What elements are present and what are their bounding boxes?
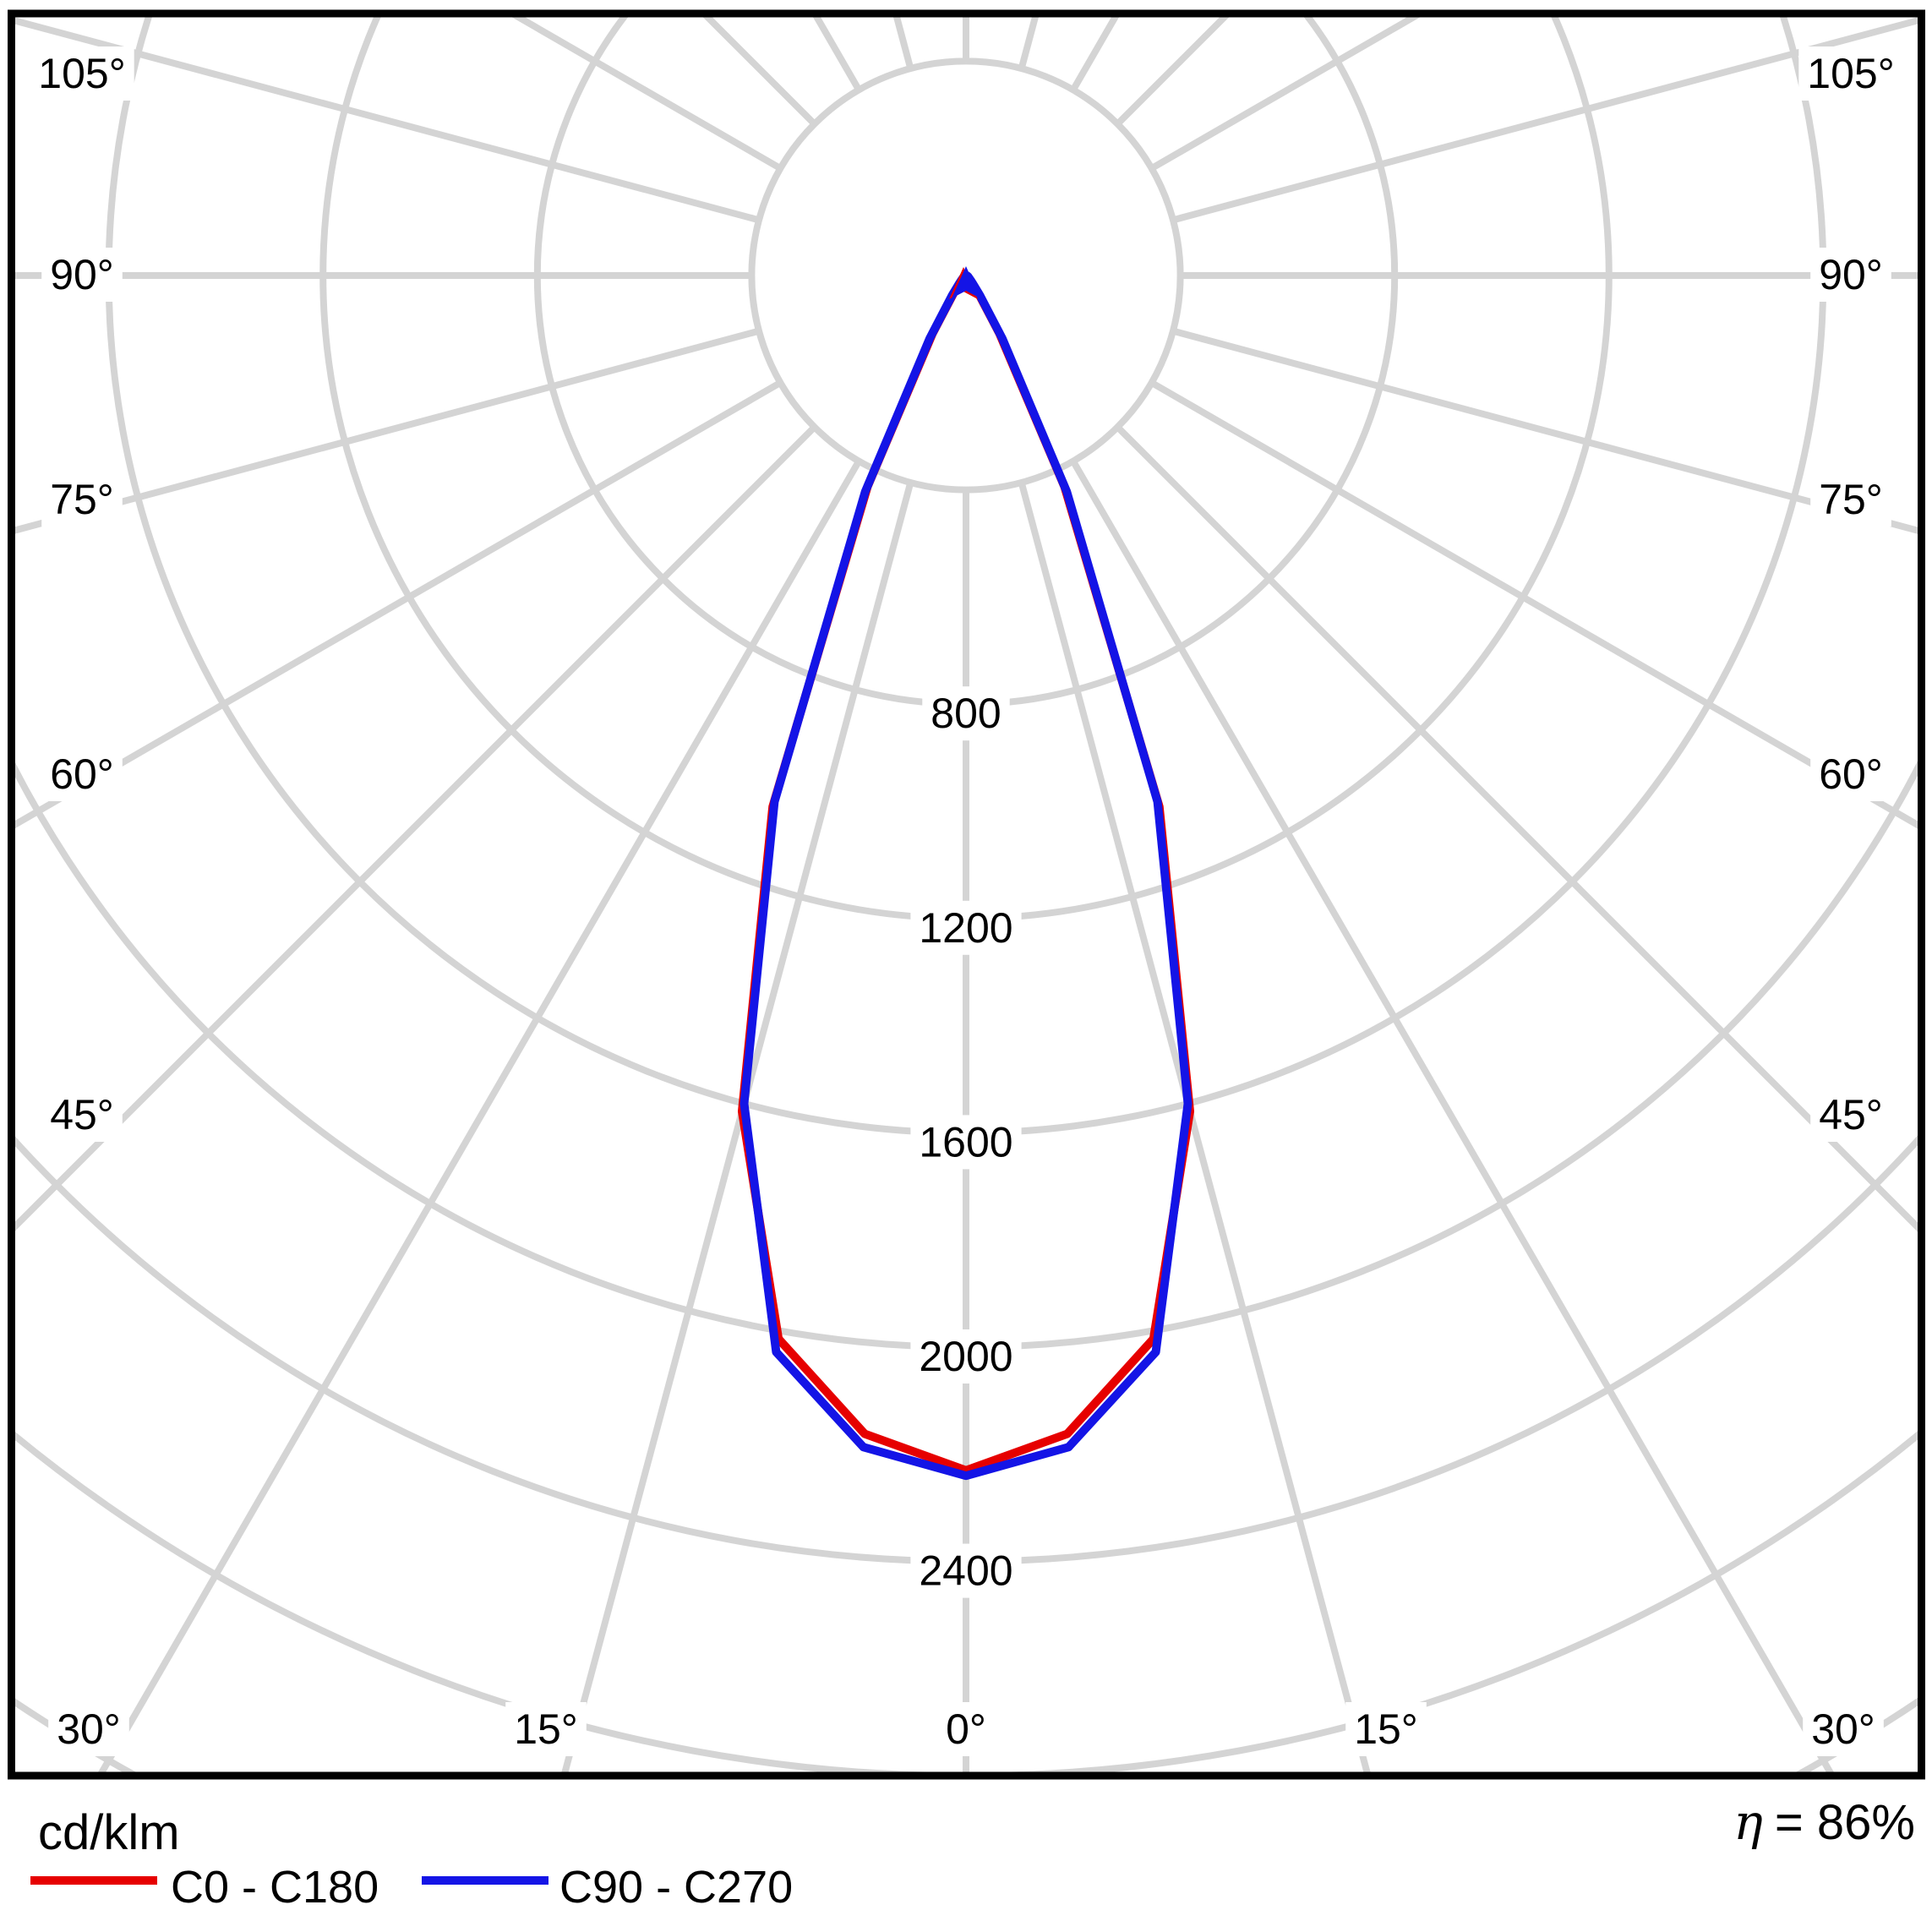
- ray-gridline-45: [1115, 424, 1918, 1233]
- svg-text:90°: 90°: [50, 251, 114, 298]
- ray-gridline-15: [1018, 481, 1371, 1772]
- angle-label-left-75°: 75°: [41, 472, 123, 527]
- svg-text:15°: 15°: [514, 1706, 578, 1753]
- units-label: cd/klm: [38, 1805, 180, 1860]
- ray-gridline-345: [561, 481, 914, 1772]
- angle-label-right-45°: 45°: [1810, 1088, 1891, 1142]
- ray-gridline-120: [1149, 17, 1422, 172]
- angle-label-left-60°: 60°: [41, 747, 123, 801]
- radial-label-2000: 2000: [910, 1329, 1022, 1384]
- efficiency-symbol: η: [1733, 1793, 1763, 1851]
- angle-label-bottom-0°: 0°: [937, 1702, 995, 1756]
- angle-label-left-105°: 105°: [30, 46, 134, 101]
- plot-border: [8, 9, 1925, 1780]
- efficiency-value: = 86%: [1775, 1795, 1915, 1850]
- svg-text:90°: 90°: [1819, 251, 1883, 298]
- svg-text:1600: 1600: [919, 1118, 1012, 1165]
- intensity-curves: [737, 266, 1195, 1481]
- radial-label-1200: 1200: [910, 900, 1022, 955]
- angle-label-right-105°: 105°: [1798, 46, 1903, 101]
- ray-gridline-75: [1171, 327, 1918, 535]
- svg-text:45°: 45°: [50, 1091, 114, 1138]
- svg-text:60°: 60°: [50, 750, 114, 798]
- legend-c0-c180-label: C0 - C180: [171, 1862, 379, 1913]
- angle-label-right-90°: 90°: [1810, 248, 1891, 302]
- ray-gridline-330: [97, 459, 862, 1772]
- svg-text:30°: 30°: [1811, 1706, 1875, 1753]
- svg-text:75°: 75°: [1819, 476, 1883, 523]
- svg-text:75°: 75°: [50, 476, 114, 523]
- ray-gridline-60: [1149, 379, 1918, 830]
- ray-gridline-300: [15, 379, 783, 829]
- ray-gridline-315: [15, 424, 817, 1231]
- svg-text:105°: 105°: [1807, 50, 1894, 97]
- tick-labels: 105° 90° 75° 60° 45° 105° 90° 75° 60° 45° 30° 15° 0°…: [30, 46, 1903, 1756]
- radial-label-2400: 2400: [910, 1543, 1022, 1598]
- beam-arrow-icon: [952, 266, 980, 298]
- radial-label-1600: 1600: [910, 1115, 1022, 1170]
- ray-gridline-285: [15, 327, 761, 534]
- angle-label-left-90°: 90°: [41, 248, 123, 302]
- radial-label-800: 800: [922, 686, 1010, 741]
- angle-label-right-75°: 75°: [1810, 472, 1891, 527]
- svg-text:15°: 15°: [1354, 1706, 1418, 1753]
- angle-label-right-60°: 60°: [1810, 747, 1891, 801]
- legend-c90-c270-label: C90 - C270: [559, 1862, 793, 1913]
- angle-label-bottom-15°: 15°: [505, 1702, 587, 1756]
- svg-text:45°: 45°: [1819, 1091, 1883, 1138]
- angle-label-left-45°: 45°: [41, 1088, 123, 1142]
- svg-text:1200: 1200: [919, 904, 1012, 952]
- legend: C0 - C180 C90 - C270: [30, 1862, 793, 1913]
- ray-gridline-240: [510, 17, 783, 172]
- svg-text:30°: 30°: [57, 1706, 121, 1753]
- angle-label-bottom-15°: 15°: [1345, 1702, 1427, 1756]
- svg-text:60°: 60°: [1819, 750, 1883, 798]
- svg-text:105°: 105°: [38, 50, 125, 97]
- ray-gridline-255: [15, 17, 761, 224]
- efficiency-label: η = 86%: [1733, 1793, 1915, 1851]
- svg-text:0°: 0°: [946, 1706, 986, 1753]
- svg-text:800: 800: [931, 690, 1001, 737]
- svg-text:2400: 2400: [919, 1547, 1012, 1595]
- svg-text:2000: 2000: [919, 1333, 1012, 1380]
- angle-label-bottom-30°: 30°: [1803, 1702, 1884, 1756]
- angle-label-bottom-30°: 30°: [48, 1702, 129, 1756]
- ray-gridline-105: [1171, 17, 1918, 224]
- ray-gridline-30: [1070, 459, 1835, 1772]
